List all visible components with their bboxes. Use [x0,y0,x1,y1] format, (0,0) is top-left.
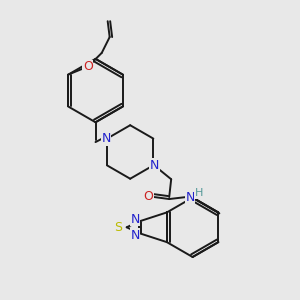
Text: N: N [130,213,140,226]
Text: N: N [130,229,140,242]
Text: S: S [114,221,122,234]
Text: N: N [150,159,159,172]
Text: O: O [143,190,153,202]
Text: N: N [101,132,111,145]
Text: O: O [83,60,93,73]
Text: H: H [195,188,203,198]
Text: N: N [185,190,195,204]
